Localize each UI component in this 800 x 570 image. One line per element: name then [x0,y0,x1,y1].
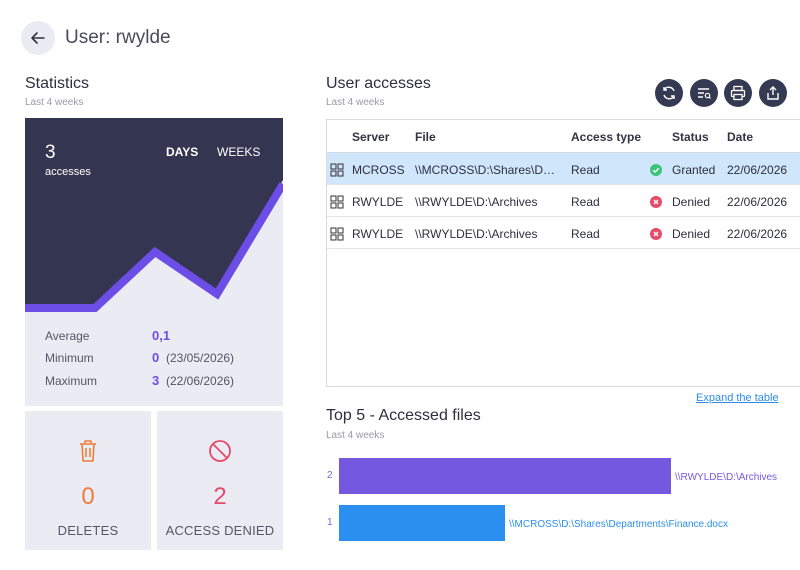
cell-status: Denied [672,227,711,241]
denied-icon [650,196,662,211]
access-count-label: accesses [45,166,91,178]
print-button[interactable] [724,79,752,107]
access-denied-tile: 2 ACCESS DENIED [157,411,283,550]
bar-category-label[interactable]: \\MCROSS\D:\Shares\Departments\Finance.d… [509,519,728,530]
user-accesses-title: User accesses [326,75,431,92]
stat-maximum-value: 3 [152,373,160,388]
stat-minimum-date: (23/05/2026) [166,351,235,365]
bar-value-label: 2 [327,470,333,481]
table-row[interactable]: RWYLDE \\RWYLDE\D:\Archives Read Denied … [327,217,800,249]
print-icon [730,85,746,101]
statistics-card: 3 accesses DAYS WEEKS Average 0,1 Minimu… [25,118,283,406]
top5-title: Top 5 - Accessed files [326,407,481,424]
stat-maximum-date: (22/06/2026) [166,374,235,388]
access-denied-count: 2 [213,483,227,510]
bar-category-label[interactable]: \\RWYLDE\D:\Archives [675,472,778,483]
deletes-label: DELETES [57,523,119,538]
page-title: User: rwylde [65,27,171,48]
stat-minimum-label: Minimum [45,351,94,365]
col-file[interactable]: File [415,130,436,144]
expand-table-link[interactable]: Expand the table [696,392,779,404]
toggle-days[interactable]: DAYS [166,145,199,159]
refresh-button[interactable] [655,79,683,107]
stat-average-value: 0,1 [152,328,171,343]
table-header: Server File Access type Status Date [327,120,800,153]
table-row[interactable]: MCROSS \\MCROSS\D:\Shares\Departments\Fi… [327,153,800,185]
cell-date: 22/06/2026 [727,163,788,177]
arrow-left-icon [31,32,45,44]
cell-date: 22/06/2026 [727,195,788,209]
back-button[interactable] [21,21,55,55]
user-accesses-subtitle: Last 4 weeks [326,97,385,108]
col-date[interactable]: Date [727,130,754,144]
cell-file: \\RWYLDE\D:\Archives [415,227,538,241]
stat-minimum-value: 0 [152,350,160,365]
cell-file: \\RWYLDE\D:\Archives [415,195,538,209]
deletes-tile: 0 DELETES [25,411,151,550]
top5-subtitle: Last 4 weeks [326,430,385,441]
chart-area [25,118,283,304]
table-row[interactable]: RWYLDE \\RWYLDE\D:\Archives Read Denied … [327,185,800,217]
filter-button[interactable] [690,79,718,107]
access-denied-label: ACCESS DENIED [165,523,275,538]
cell-status: Denied [672,195,711,209]
col-status[interactable]: Status [672,130,709,144]
access-count: 3 [45,142,56,163]
cell-status: Granted [672,163,716,177]
accesses-trend-chart [25,118,283,312]
toggle-weeks[interactable]: WEEKS [217,145,261,159]
statistics-title: Statistics [25,75,90,92]
filter-list-icon [698,88,711,99]
server-icon [330,227,344,244]
cell-date: 22/06/2026 [727,227,788,241]
denied-icon [650,228,662,243]
refresh-icon [663,86,675,100]
cell-server: RWYLDE [352,227,404,241]
deletes-count: 0 [81,483,95,510]
server-icon [330,163,344,180]
bar[interactable] [339,458,671,494]
col-access-type[interactable]: Access type [571,130,642,144]
trend-line [25,181,283,312]
cell-access-type: Read [571,195,600,209]
user-accesses-table: Server File Access type Status Date MCRO… [326,119,800,387]
cell-file: \\MCROSS\D:\Shares\Departments\Finance.d… [415,163,561,177]
stat-average-label: Average [45,329,90,343]
stat-maximum-label: Maximum [45,374,98,388]
trash-icon [80,440,96,462]
forbidden-icon [209,440,231,462]
cell-access-type: Read [571,227,600,241]
export-button[interactable] [759,79,787,107]
server-icon [330,195,344,212]
bar[interactable] [339,505,505,541]
col-server[interactable]: Server [352,130,390,144]
cell-server: RWYLDE [352,195,404,209]
cell-server: MCROSS [352,163,405,177]
granted-icon [650,164,662,179]
cell-access-type: Read [571,163,600,177]
export-icon [767,86,779,100]
statistics-subtitle: Last 4 weeks [25,97,84,108]
bar-value-label: 1 [327,517,333,528]
